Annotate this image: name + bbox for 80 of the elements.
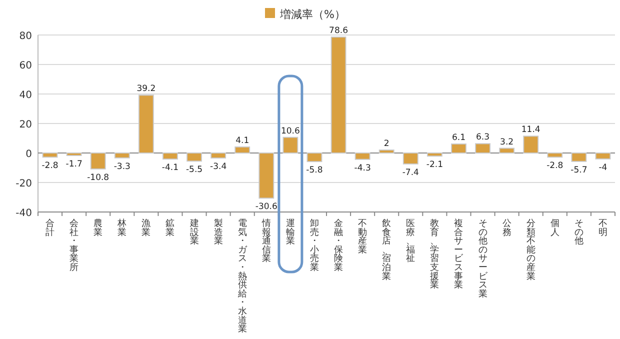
bar (402, 152, 418, 164)
legend-label: 増減率（%） (279, 8, 346, 21)
data-label: -5.5 (186, 165, 203, 176)
data-label: -2.8 (546, 161, 564, 172)
x-tick-label: 漁業 (142, 218, 151, 238)
data-label: -2.1 (426, 160, 443, 170)
data-label: 6.3 (476, 132, 490, 143)
y-tick-label: 80 (19, 31, 32, 42)
y-tick-label: -20 (16, 178, 32, 190)
data-label: -4 (598, 162, 608, 173)
y-tick-label: 20 (19, 120, 32, 130)
bar (378, 150, 394, 154)
category-label: その他のサービス業 (478, 219, 488, 300)
x-tick-label: 分類不能の産業 (526, 218, 536, 282)
data-label: 39.2 (136, 84, 156, 94)
bar (547, 152, 563, 158)
x-tick-label: 個人 (550, 218, 560, 238)
data-label: -3.3 (114, 162, 130, 172)
data-label: -4.1 (162, 163, 179, 174)
data-label: -5.8 (306, 166, 323, 176)
data-label: 11.4 (521, 125, 540, 136)
bar (162, 152, 178, 160)
bar (354, 152, 370, 160)
data-label: -7.4 (402, 168, 419, 178)
x-tick-label: その他 (574, 219, 584, 247)
bar (571, 152, 587, 162)
x-tick-label: 飲食店、宿泊業 (382, 218, 392, 282)
bar (523, 136, 539, 154)
data-label: 78.6 (329, 26, 348, 36)
bar (306, 152, 322, 162)
bar (595, 152, 611, 160)
data-label: -30.6 (255, 202, 278, 212)
data-label: -5.7 (570, 165, 588, 176)
bar (330, 36, 346, 154)
y-tick-label: 40 (19, 90, 32, 101)
x-tick-label: 会社・事業所 (70, 218, 79, 273)
category-label: 電気・ガス・熱供給・水道業 (238, 219, 247, 335)
data-label: 6.1 (452, 133, 466, 144)
data-label: 2 (384, 139, 390, 150)
data-label: -4.3 (354, 163, 371, 174)
bar (475, 143, 490, 154)
x-tick-label: 鉱業 (166, 218, 175, 238)
bar (210, 152, 226, 159)
x-tick-label: 金融・保険業 (334, 218, 344, 273)
x-tick-label: 教育、学習支援業 (430, 218, 440, 291)
x-tick-label: 建設業 (188, 218, 199, 247)
bar (114, 152, 130, 158)
data-label: -3.4 (210, 162, 227, 172)
bar (426, 152, 442, 157)
bar (499, 148, 515, 154)
data-label: -10.8 (87, 172, 110, 183)
bar (282, 136, 298, 154)
data-label: 4.1 (236, 136, 250, 146)
x-tick-label: 卸売・小売業 (310, 218, 319, 273)
x-tick-label: 運輸業 (286, 218, 295, 247)
x-tick-label: 公務 (502, 218, 512, 238)
data-label: 3.2 (500, 137, 514, 148)
x-tick-label: 不動産業 (358, 219, 368, 256)
y-tick-label: 0 (26, 149, 32, 160)
data-label: 10.6 (280, 126, 300, 136)
x-tick-label: 林業 (116, 218, 127, 238)
x-tick-label: 医療、福祉 (406, 218, 416, 264)
data-label: -1.7 (66, 160, 82, 170)
data-label: -2.8 (42, 161, 58, 172)
bar (42, 152, 58, 158)
x-tick-label: 複合サービス事業 (454, 218, 464, 291)
x-tick-label: 農業 (94, 218, 103, 238)
x-tick-label: 情報通信業 (260, 218, 271, 264)
x-tick-label: 製造業 (214, 218, 223, 247)
x-tick-label: 合計 (46, 218, 55, 238)
bar (258, 152, 274, 199)
bar (66, 152, 82, 156)
bar (138, 94, 154, 154)
y-tick-label: 60 (19, 60, 32, 72)
bar (186, 152, 202, 162)
bar (451, 144, 466, 154)
bar (234, 146, 250, 154)
bar (90, 152, 106, 170)
x-tick-label: 不明 (598, 219, 608, 238)
y-tick-label: -40 (16, 208, 32, 219)
